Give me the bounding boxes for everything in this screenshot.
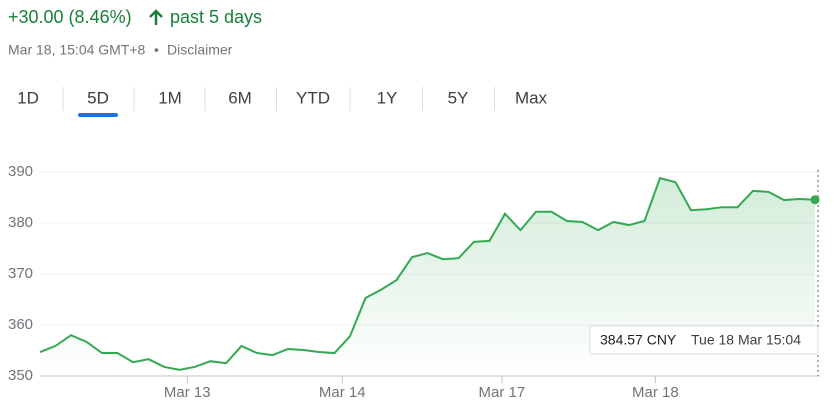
y-tick-label: 380 bbox=[8, 214, 33, 231]
y-tick-label: 350 bbox=[8, 367, 33, 384]
timestamp: Mar 18, 15:04 GMT+8 bbox=[8, 42, 146, 58]
period: past 5 days bbox=[170, 7, 262, 27]
up-arrow bbox=[149, 9, 163, 25]
tooltip-price: 384.57 CNY bbox=[600, 332, 677, 348]
x-tick-label: Mar 18 bbox=[632, 384, 679, 401]
x-tick-label: Mar 17 bbox=[479, 384, 526, 401]
y-tick-label: 390 bbox=[8, 163, 33, 180]
y-tick-label: 370 bbox=[8, 265, 33, 282]
change: +30.00 (8.46%) bbox=[8, 7, 132, 27]
tabs: 1D 5D 1M 6M YTD 1Y 5Y Max bbox=[17, 87, 548, 117]
x-tick-label: Mar 14 bbox=[319, 384, 366, 401]
tooltip-box bbox=[589, 325, 819, 355]
x-tick-label: Mar 13 bbox=[164, 384, 211, 401]
tab[interactable]: YTD bbox=[296, 88, 330, 107]
tab[interactable]: 5D bbox=[87, 88, 109, 107]
tab[interactable]: 1D bbox=[17, 88, 39, 107]
price-line bbox=[39, 176, 816, 371]
y-tick-label: 360 bbox=[8, 316, 33, 333]
tab[interactable]: Max bbox=[515, 88, 548, 107]
disclaimer[interactable]: Disclaimer bbox=[167, 42, 233, 58]
separator: • bbox=[154, 42, 159, 58]
end-dot bbox=[810, 195, 820, 205]
tab[interactable]: 6M bbox=[228, 88, 252, 107]
tab[interactable]: 1M bbox=[158, 88, 182, 107]
tooltip-time: Tue 18 Mar 15:04 bbox=[691, 332, 801, 348]
tab[interactable]: 5Y bbox=[448, 88, 469, 107]
tab[interactable]: 1Y bbox=[377, 88, 398, 107]
tab-indicator bbox=[78, 113, 118, 117]
chart: 350 360 370 380 390 Mar 13 Mar 14 Mar 17 Mar 18 3… bbox=[8, 163, 820, 401]
